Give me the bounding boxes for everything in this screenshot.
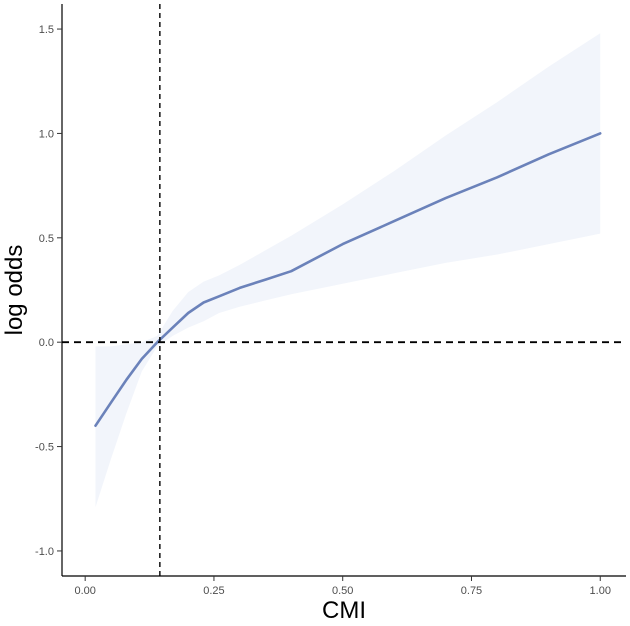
y-axis-title: log odds xyxy=(1,245,28,336)
reference-lines-layer xyxy=(62,4,626,576)
y-tick-label: 0.5 xyxy=(39,233,54,245)
confidence-band-layer xyxy=(95,33,601,508)
y-tick-label: -1.0 xyxy=(35,546,54,558)
x-tick-label: 0.25 xyxy=(203,585,224,597)
y-tick-label: -0.5 xyxy=(35,442,54,454)
y-tick-label: 1.0 xyxy=(39,128,54,140)
tick-layer: 0.00 0.25 0.50 0.75 1.00 -1.0 -0.5 0.0 0.5 1.0 1.5 xyxy=(35,24,611,597)
x-tick-label: 0.75 xyxy=(461,585,482,597)
confidence-band-0 xyxy=(95,33,601,508)
axes-layer xyxy=(61,4,626,577)
x-tick-label: 0.00 xyxy=(74,585,95,597)
x-axis-title: CMI xyxy=(322,597,366,624)
series-line-0 xyxy=(94,132,602,428)
series-line-layer xyxy=(94,132,602,428)
x-tick-label: 0.50 xyxy=(332,585,353,597)
x-tick-label: 1.00 xyxy=(590,585,611,597)
y-tick-label: 1.5 xyxy=(39,24,54,36)
y-tick-label: 0.0 xyxy=(39,337,54,349)
